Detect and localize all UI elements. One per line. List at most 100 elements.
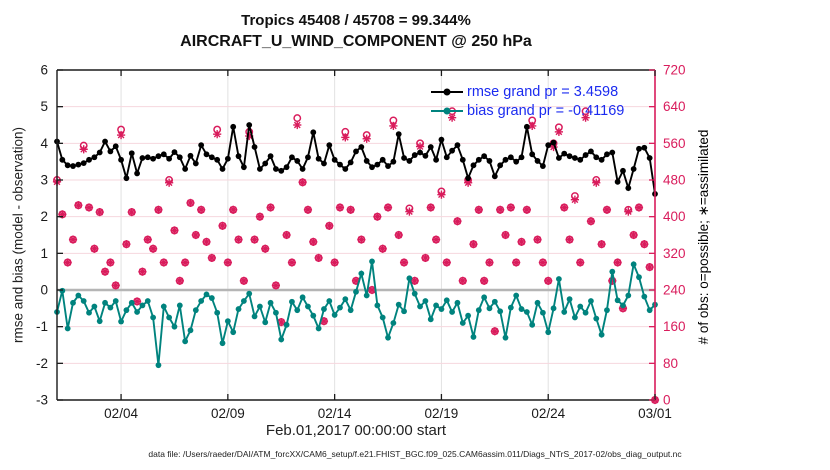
assimilated-obs-marker [240,277,248,285]
bias-marker [134,309,140,315]
assimilated-obs-marker [576,259,584,266]
rmse-line-sample [431,88,463,95]
assimilated-obs-marker [85,204,93,211]
rmse-marker [646,155,653,161]
rmse-marker [139,155,146,161]
rmse-marker [438,136,445,143]
x-axis-label: Feb.01,2017 00:00:00 start [265,422,447,439]
legend-label-rmse: rmse grand pr = 3.4598 [467,83,619,100]
bias-marker [545,329,552,336]
x-tick-label: 02/09 [211,406,245,421]
bias-marker [513,292,520,299]
bias-marker [646,307,653,314]
rmse-marker [470,162,477,169]
assimilated-obs-marker [486,259,493,266]
assimilated-obs-marker [123,240,130,248]
rmse-marker [123,175,130,182]
rmse-marker [363,158,370,164]
rmse-marker [630,166,637,172]
rmse-marker [86,156,92,163]
bias-marker [534,299,541,306]
assimilated-obs-marker [139,268,146,276]
chart-subtitle: AIRCRAFT_U_WIND_COMPONENT @ 250 hPa [180,33,532,50]
assimilated-obs-marker [267,204,274,211]
assimilated-obs-marker [550,143,557,151]
assimilated-obs-marker [443,259,451,266]
bias-marker [433,302,439,309]
rmse-marker [411,152,418,158]
bias-marker [102,299,108,306]
bias-marker [150,314,157,321]
rmse-marker [144,154,151,161]
bias-marker [283,321,290,328]
assimilated-obs-marker [160,259,168,266]
bias-marker [438,306,445,312]
rmse-marker [475,156,482,163]
bias-marker [59,287,66,294]
rmse-marker [59,156,66,163]
bias-marker [107,304,114,311]
rmse-marker [379,156,386,163]
y-tick-label-right: 560 [663,136,686,151]
rmse-marker [604,151,610,158]
bias-marker [240,298,247,304]
rmse-marker [620,167,626,174]
bias-marker [80,298,87,304]
rmse-marker [561,150,568,157]
rmse-marker [545,142,552,149]
bias-marker [123,307,130,314]
bias-marker [118,318,124,325]
rmse-marker [406,158,413,164]
rmse-marker [251,144,258,150]
assimilated-obs-marker [171,227,178,234]
bias-marker [385,334,391,341]
bias-marker [246,290,253,297]
assimilated-obs-marker [251,236,258,243]
assimilated-obs-marker [208,254,216,262]
rmse-marker [321,160,327,167]
bias-marker [86,309,92,316]
bias-marker [555,276,562,282]
bias-marker [208,295,215,301]
rmse-marker [422,152,429,159]
assimilated-obs-marker [277,318,285,326]
bias-marker [422,298,429,304]
bias-marker [305,303,311,310]
x-tick-label: 02/19 [425,406,459,421]
assimilated-obs-marker [464,179,472,187]
assimilated-obs-marker [566,236,573,243]
rmse-marker [507,154,514,161]
rmse-marker [112,143,119,150]
y-tick-label-right: 400 [663,209,686,224]
bias-marker [96,318,103,325]
bias-marker [160,303,167,310]
rmse-marker [641,144,648,151]
assimilated-obs-marker [101,268,109,276]
y-axis-label-right: # of obs: o=possible; ∗=assimilated [696,129,711,345]
assimilated-obs-marker [235,236,242,243]
assimilated-obs-marker [341,133,349,141]
rmse-marker [598,156,605,163]
bias-marker [406,275,413,282]
bias-marker [475,307,482,314]
rmse-marker [326,142,333,149]
bias-marker [363,292,370,299]
assimilated-obs-marker [539,259,547,266]
bias-marker [75,292,82,299]
assimilated-obs-marker [272,282,280,289]
assimilated-obs-marker [90,245,98,253]
bias-marker [262,319,269,326]
y-tick-label-right: 240 [663,283,686,298]
rmse-marker [337,161,343,168]
rmse-marker [497,162,504,169]
assimilated-obs-marker [470,240,477,248]
rmse-marker [614,178,621,185]
assimilated-obs-marker [635,204,643,211]
rmse-marker [214,156,221,163]
rmse-marker [107,148,114,155]
rmse-marker [235,153,242,160]
bias-marker [470,334,477,340]
rmse-marker [433,156,439,163]
y-tick-label-right: 0 [663,393,671,408]
assimilated-obs-marker [368,286,376,294]
